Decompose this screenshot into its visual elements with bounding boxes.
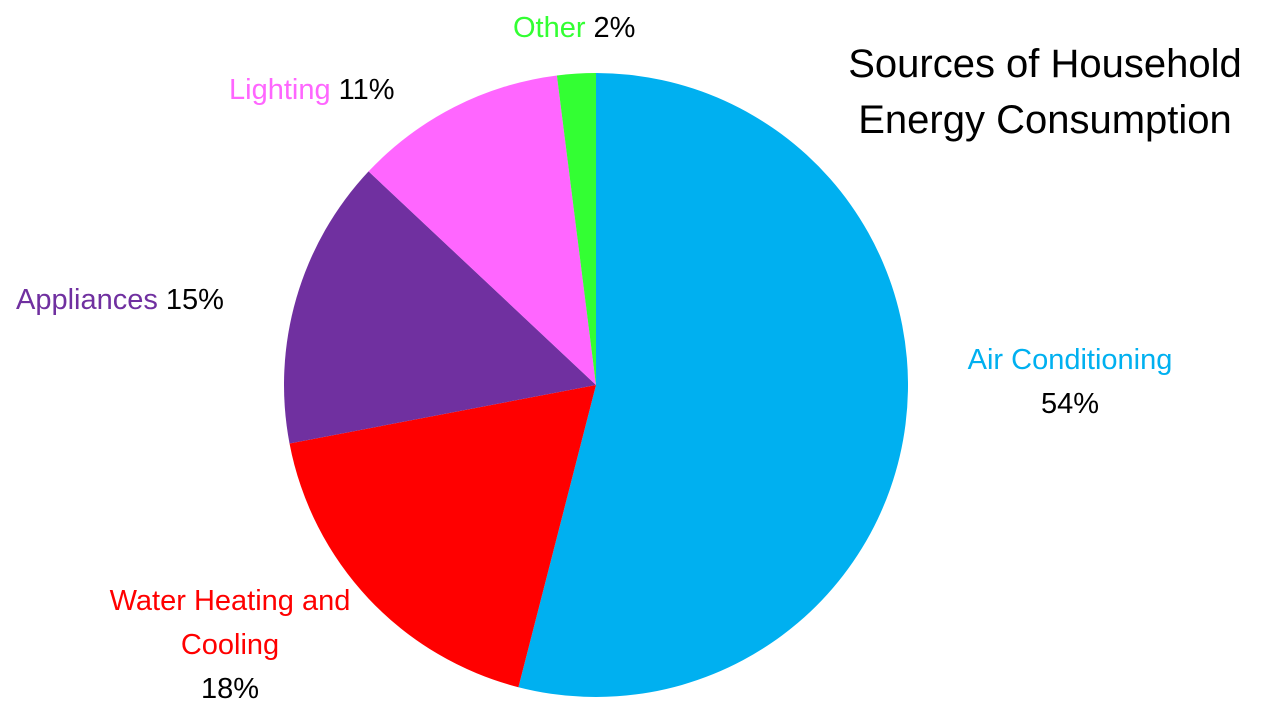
slice-label: Water Heating and Cooling 18% (100, 579, 360, 711)
pie-slice (556, 73, 596, 385)
chart-title: Sources of Household Energy Consumption (848, 42, 1242, 142)
value-label: 18% (200, 673, 260, 705)
pie-slice (284, 171, 596, 444)
category-label: Water Heating and Cooling (109, 585, 351, 661)
category-label: Lighting (229, 74, 331, 106)
value-label: 11% (338, 74, 395, 106)
slice-label: Air Conditioning 54% (920, 338, 1220, 426)
category-label: Appliances (16, 284, 158, 316)
pie-slice (368, 75, 596, 386)
category-label: Other (513, 12, 586, 44)
value-label: 15% (165, 284, 224, 316)
value-label: 2% (593, 12, 636, 44)
slice-label: Other 2% (513, 6, 713, 50)
slice-label: Appliances 15% (16, 278, 316, 322)
category-label: Air Conditioning (967, 344, 1173, 376)
pie-slice (518, 73, 908, 697)
pie-slice (289, 385, 596, 688)
value-label: 54% (1040, 388, 1100, 420)
slice-label: Lighting 11% (229, 68, 529, 112)
